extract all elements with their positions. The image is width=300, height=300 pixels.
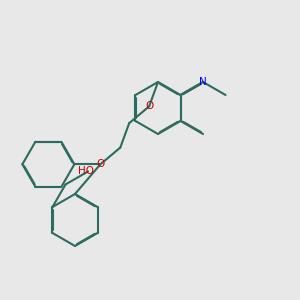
Text: N: N <box>199 77 207 87</box>
Text: HO: HO <box>78 167 94 176</box>
Text: O: O <box>96 159 104 169</box>
Text: O: O <box>145 101 153 111</box>
